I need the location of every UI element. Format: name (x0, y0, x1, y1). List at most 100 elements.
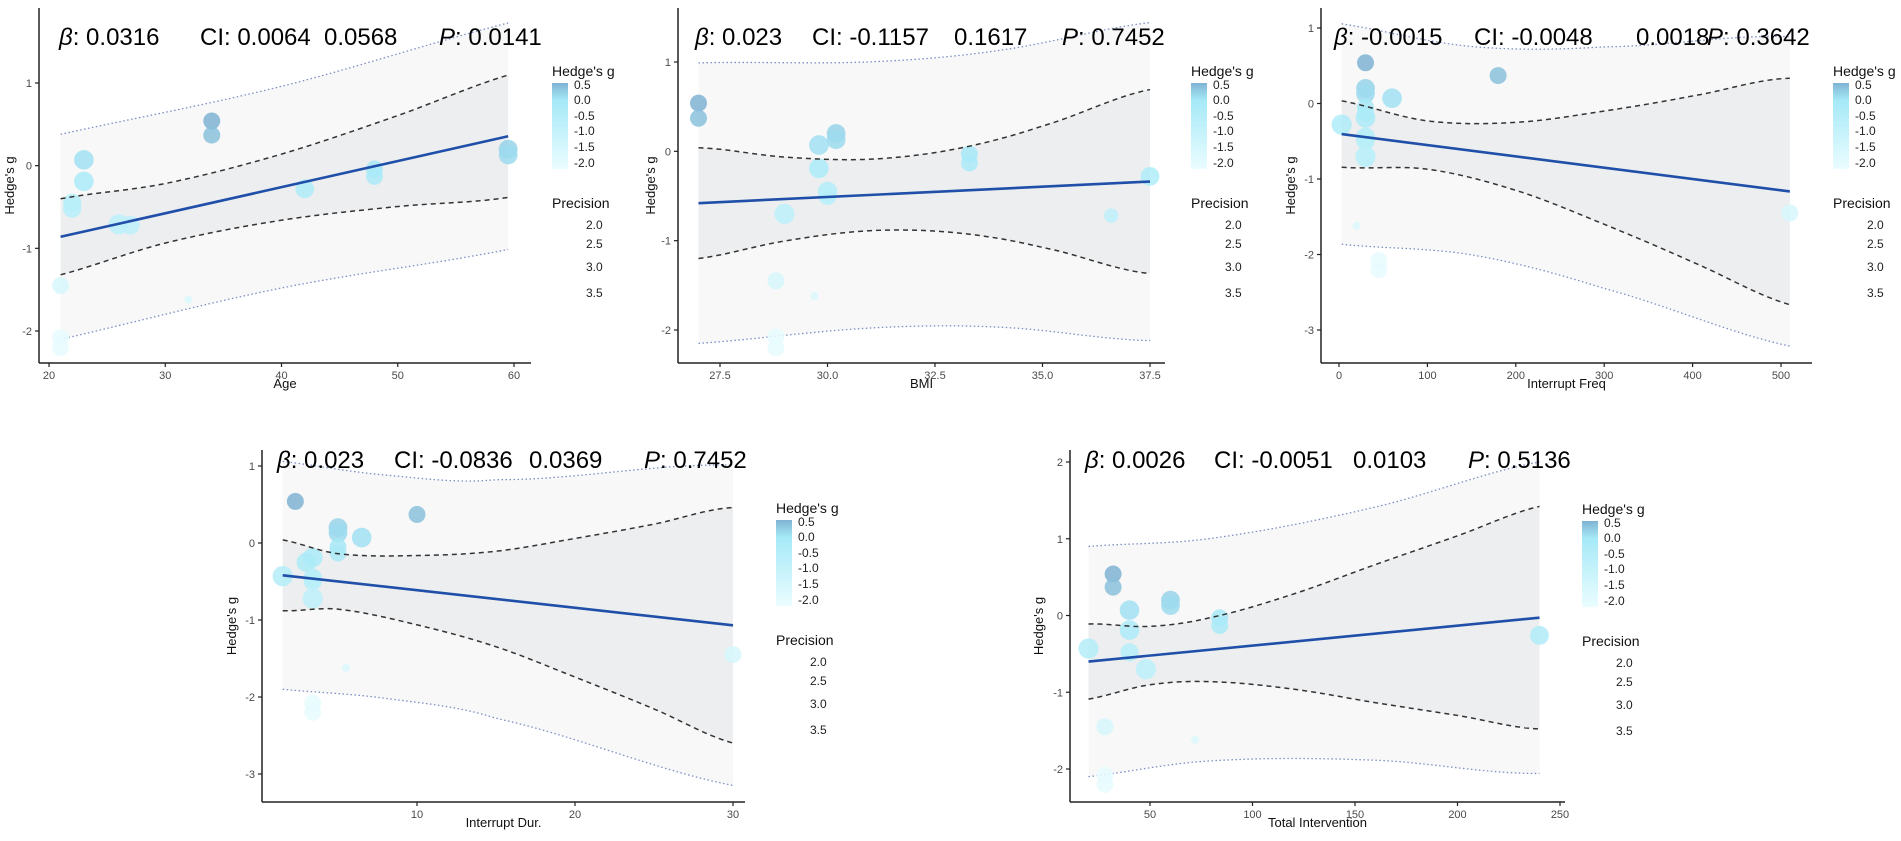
color-bar-label: 0.0 (798, 530, 815, 544)
color-bar-label: -0.5 (1604, 547, 1625, 561)
color-bar-label: 0.5 (1604, 516, 1621, 530)
p-value: : 0.5136 (1484, 447, 1571, 474)
ci-high-stat: 0.1617 (954, 24, 1027, 51)
confidence-lower-line (698, 229, 1151, 275)
y-tick-label: -3 (1304, 325, 1314, 337)
beta-stat: β: 0.023 (276, 447, 364, 474)
beta-symbol: β (58, 24, 73, 51)
color-bar-label: 0.0 (1855, 93, 1872, 107)
study-point (774, 203, 795, 224)
color-bar-label: -2.0 (798, 593, 819, 607)
beta-stat: β: 0.023 (694, 24, 782, 51)
study-point (351, 527, 372, 548)
study-point (724, 646, 742, 664)
x-tick-label: 0 (1336, 370, 1342, 382)
x-tick-label: 50 (1144, 809, 1156, 821)
study-point (1119, 600, 1140, 620)
size-legend-title: Precision (776, 632, 834, 648)
p-value: : 0.7452 (1078, 24, 1165, 51)
x-tick-label: 35.0 (1032, 370, 1053, 382)
confidence-lower-line (1088, 680, 1540, 730)
study-point (63, 199, 82, 218)
p-value: : 0.0141 (455, 24, 542, 51)
x-tick-label: 250 (1551, 809, 1569, 821)
color-legend-title: Hedge's g (776, 500, 839, 516)
ci-low-stat: CI: -0.0051 (1214, 447, 1333, 474)
size-legend-label: 2.5 (810, 674, 827, 688)
size-legend-label: 2.0 (810, 655, 827, 669)
y-axis-label: Hedge's g (2, 156, 17, 214)
study-point (341, 663, 350, 672)
x-axis-label: Interrupt Freq (1527, 376, 1606, 391)
study-point (52, 277, 70, 295)
p-symbol: P (1062, 24, 1078, 51)
study-point (1211, 616, 1229, 634)
y-tick-label: -3 (245, 769, 255, 781)
beta-stat: β: 0.0026 (1084, 447, 1185, 474)
study-point (1135, 659, 1156, 680)
color-bar-label: -1.0 (798, 561, 819, 575)
y-tick-label: -1 (1053, 687, 1063, 699)
confidence-lower-line (1341, 166, 1791, 306)
panel-total-intervention: 50 100 150 200 250 2 1 0 -1 -2 Total Intervention H… (1031, 447, 1645, 830)
confidence-interval-band (698, 89, 1150, 274)
size-legend-label: 2.5 (1867, 237, 1884, 251)
study-point (826, 130, 846, 150)
beta-stat: β: 0.0316 (58, 24, 159, 51)
color-bar (552, 83, 568, 169)
confidence-upper-line (1088, 505, 1540, 628)
study-point (1382, 88, 1402, 109)
legend: Hedge's g0.50.0 -0.5-1.0 -1.5 -2.0 Precision… (1582, 501, 1645, 738)
study-point (1104, 565, 1122, 583)
color-bar-label: -2.0 (1213, 156, 1234, 170)
study-point (408, 506, 426, 524)
size-legend-label: 3.0 (586, 260, 603, 274)
confidence-upper-line (282, 506, 734, 557)
size-legend-label: 3.5 (586, 286, 603, 300)
y-axis-label: Hedge's g (1031, 597, 1046, 655)
y-tick-label: 1 (1308, 23, 1314, 35)
x-tick-label: 100 (1418, 370, 1436, 382)
p-value: : 0.7452 (660, 447, 747, 474)
regression-line (1088, 616, 1540, 663)
study-point (1530, 626, 1549, 645)
study-point (498, 145, 518, 165)
color-bar-label: 0.0 (1213, 93, 1230, 107)
regression-line (282, 573, 734, 627)
prediction-upper-line (60, 22, 509, 135)
study-point (1356, 84, 1375, 104)
ci-low-stat: CI: -0.0048 (1474, 24, 1593, 51)
color-bar-label: -2.0 (574, 156, 595, 170)
color-bar-label: -0.5 (574, 109, 595, 123)
panel-age: 20 30 40 50 60 1 0 -1 -2 Age Hedge's g β: 0.0316 CI:… (2, 8, 615, 391)
y-tick-label: 1 (249, 461, 255, 473)
y-tick-label: 0 (1308, 99, 1314, 111)
x-tick-label: 27.5 (709, 370, 730, 382)
study-point (1096, 775, 1114, 793)
size-legend-label: 3.0 (810, 697, 827, 711)
color-bar-label: 0.0 (1604, 531, 1621, 545)
study-point (1191, 735, 1200, 744)
study-point (809, 135, 829, 155)
confidence-interval-band (282, 507, 733, 744)
size-legend-label: 3.0 (1616, 698, 1633, 712)
size-legend-label: 3.5 (1225, 286, 1242, 300)
study-point (303, 572, 322, 591)
study-point (302, 547, 323, 568)
y-tick-label: -1 (245, 615, 255, 627)
study-point (1161, 596, 1180, 615)
size-legend-label: 2.0 (1867, 218, 1884, 232)
study-point (302, 588, 323, 609)
y-tick-label: 0 (1057, 611, 1063, 623)
y-tick-label: -2 (22, 326, 32, 338)
beta-symbol: β (694, 24, 709, 51)
regression-line (60, 134, 509, 239)
beta-value: : 0.023 (709, 24, 782, 51)
legend: Hedge's g0.50.0 -0.5-1.0 -1.5 -2.0 Precision… (552, 63, 615, 300)
confidence-upper-line (1341, 77, 1790, 125)
beta-symbol: β (1333, 24, 1348, 51)
y-axis-label: Hedge's g (1283, 156, 1298, 214)
ci-low-stat: CI: -0.0836 (394, 447, 513, 474)
x-tick-label: 32.5 (924, 370, 945, 382)
